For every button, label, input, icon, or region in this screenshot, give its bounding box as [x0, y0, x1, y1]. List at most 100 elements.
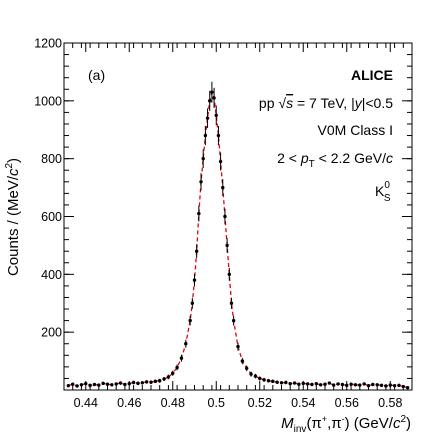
data-point [379, 383, 384, 388]
data-point [140, 381, 144, 385]
data-point [149, 380, 153, 384]
data-point [253, 374, 258, 378]
data-point [258, 376, 262, 381]
data-point [79, 383, 84, 387]
data-point [384, 384, 388, 388]
data-point [184, 342, 188, 346]
y-tick-label: 400 [41, 268, 62, 282]
y-tick-label: 200 [41, 326, 62, 340]
data-point [249, 372, 253, 376]
x-tick-labels: 0.44 0.46 0.48 0.5 0.52 0.54 0.56 0.58 [74, 396, 403, 410]
data-point [266, 379, 271, 383]
pt-range-label: 2 < pT < 2.2 GeV/c [277, 150, 393, 170]
y-tick-label: 600 [41, 210, 62, 224]
y-tick-labels: 200 400 600 800 1000 1200 [34, 37, 62, 340]
data-point [314, 381, 318, 386]
data-point [66, 383, 71, 388]
data-point [353, 383, 358, 387]
data-point [92, 382, 97, 387]
data-point [212, 96, 216, 100]
data-point [166, 375, 171, 379]
data-point [214, 113, 218, 117]
data-point [114, 382, 118, 386]
collision-label: pp √s = 7 TeV, |y|<0.5 [259, 95, 393, 111]
experiment-label: ALICE [351, 67, 393, 83]
data-point [375, 383, 379, 387]
data-point [225, 243, 229, 248]
data-point [118, 381, 123, 385]
data-point [392, 383, 397, 388]
data-point [284, 380, 288, 385]
data-point [340, 382, 345, 387]
data-point [221, 185, 225, 190]
data-point [127, 381, 131, 386]
data-point [203, 133, 208, 138]
data-point [179, 356, 184, 360]
data-point [271, 379, 275, 384]
data-point [388, 383, 392, 387]
data-point [401, 384, 405, 389]
data-point [188, 318, 192, 323]
data-point [371, 382, 375, 387]
data-point [158, 379, 162, 383]
data-point [292, 381, 297, 385]
data-point [231, 318, 236, 323]
x-tick-label: 0.52 [248, 396, 272, 410]
data-point [358, 383, 362, 387]
data-point [218, 159, 223, 164]
x-tick-label: 0.58 [378, 396, 402, 410]
class-label: V0M Class I [318, 122, 393, 138]
data-point [288, 381, 292, 386]
data-point [301, 381, 305, 386]
data-points [66, 81, 410, 390]
x-tick-label: 0.54 [291, 396, 315, 410]
x-tick-label: 0.5 [208, 396, 225, 410]
data-point [97, 383, 101, 387]
data-point [362, 382, 366, 386]
data-point [192, 278, 197, 282]
data-point [336, 382, 340, 386]
data-point [190, 301, 195, 305]
data-point [131, 380, 136, 385]
data-point [194, 249, 199, 253]
data-point [88, 383, 92, 388]
data-point [216, 133, 221, 138]
x-tick-label: 0.56 [335, 396, 359, 410]
data-point [275, 380, 279, 384]
data-point [101, 381, 105, 386]
x-tick-label: 0.46 [117, 396, 141, 410]
data-point [144, 380, 149, 384]
data-point [405, 385, 410, 390]
data-point [175, 365, 179, 370]
data-point [323, 382, 327, 386]
data-point [123, 382, 127, 387]
data-point [136, 381, 140, 386]
y-tick-label: 1000 [34, 94, 62, 108]
data-point [229, 301, 234, 305]
data-point [208, 99, 212, 103]
data-point [297, 382, 301, 386]
data-point [262, 378, 266, 382]
data-point [105, 382, 110, 386]
data-point [197, 211, 201, 216]
data-point [366, 383, 371, 388]
data-point [162, 377, 166, 381]
data-point [332, 383, 336, 387]
panel-tag: (a) [88, 67, 105, 83]
data-point [227, 272, 231, 277]
data-point [153, 379, 158, 384]
data-point [210, 90, 214, 94]
data-point [349, 382, 353, 386]
plot-frame [63, 42, 413, 391]
data-point [345, 383, 349, 388]
data-point [223, 214, 227, 219]
y-tick-label: 800 [41, 152, 62, 166]
y-axis-label: Counts / (MeV/c2) [4, 158, 22, 276]
data-point [240, 359, 245, 363]
data-point [205, 116, 210, 120]
x-tick-label: 0.48 [161, 396, 185, 410]
data-point [71, 382, 75, 386]
data-point [397, 383, 401, 388]
data-point [171, 371, 175, 375]
